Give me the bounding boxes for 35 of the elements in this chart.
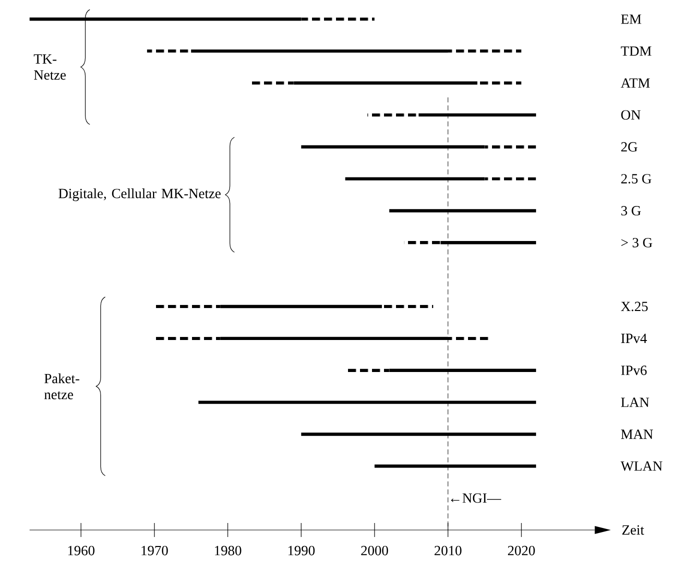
x-tick-label: 2010: [434, 546, 462, 556]
annotation: TK- Netze: [34, 54, 66, 80]
bar: [154, 304, 220, 308]
y-tick-label: LAN: [621, 398, 650, 407]
y-tick-label: MAN: [621, 430, 653, 439]
bar: [448, 49, 522, 53]
x-tick-label: 1960: [68, 546, 94, 556]
y-tick-label: WLAN: [620, 461, 662, 471]
bar: [191, 49, 448, 53]
y-tick-label: EM: [621, 14, 642, 24]
y-tick-label: ON: [621, 110, 641, 120]
annotation: ←NGI—: [451, 493, 502, 503]
bar: [404, 241, 441, 244]
y-tick-label: 2.5 G: [621, 174, 652, 184]
x-tick-label: 1990: [288, 546, 315, 556]
bar: [154, 336, 220, 340]
y-tick-label: X.25: [620, 302, 648, 312]
x-tick-label: 2000: [361, 546, 388, 556]
x-tick-label: 1970: [142, 546, 168, 556]
bar: [301, 18, 375, 21]
y-tick-label: > 3 G: [621, 238, 652, 248]
annotation: Digitale, Cellular MK-Netze: [58, 188, 221, 202]
y-tick-label: IPv4: [621, 334, 647, 344]
x-tick-label: 2020: [508, 546, 535, 556]
y-tick-label: TDM: [620, 46, 652, 56]
bar: [484, 145, 536, 148]
bar: [294, 81, 478, 85]
annotation: Paket- netze: [44, 373, 80, 400]
y-tick-label: 3 G: [621, 206, 641, 216]
y-tick-label: 2G: [621, 142, 638, 152]
y-tick-label: ATM: [620, 78, 650, 88]
y-tick-label: IPv6: [621, 366, 647, 376]
bar: [220, 304, 382, 308]
x-axis-title: Zeit: [622, 525, 644, 535]
x-tick-label: 1980: [215, 546, 242, 556]
